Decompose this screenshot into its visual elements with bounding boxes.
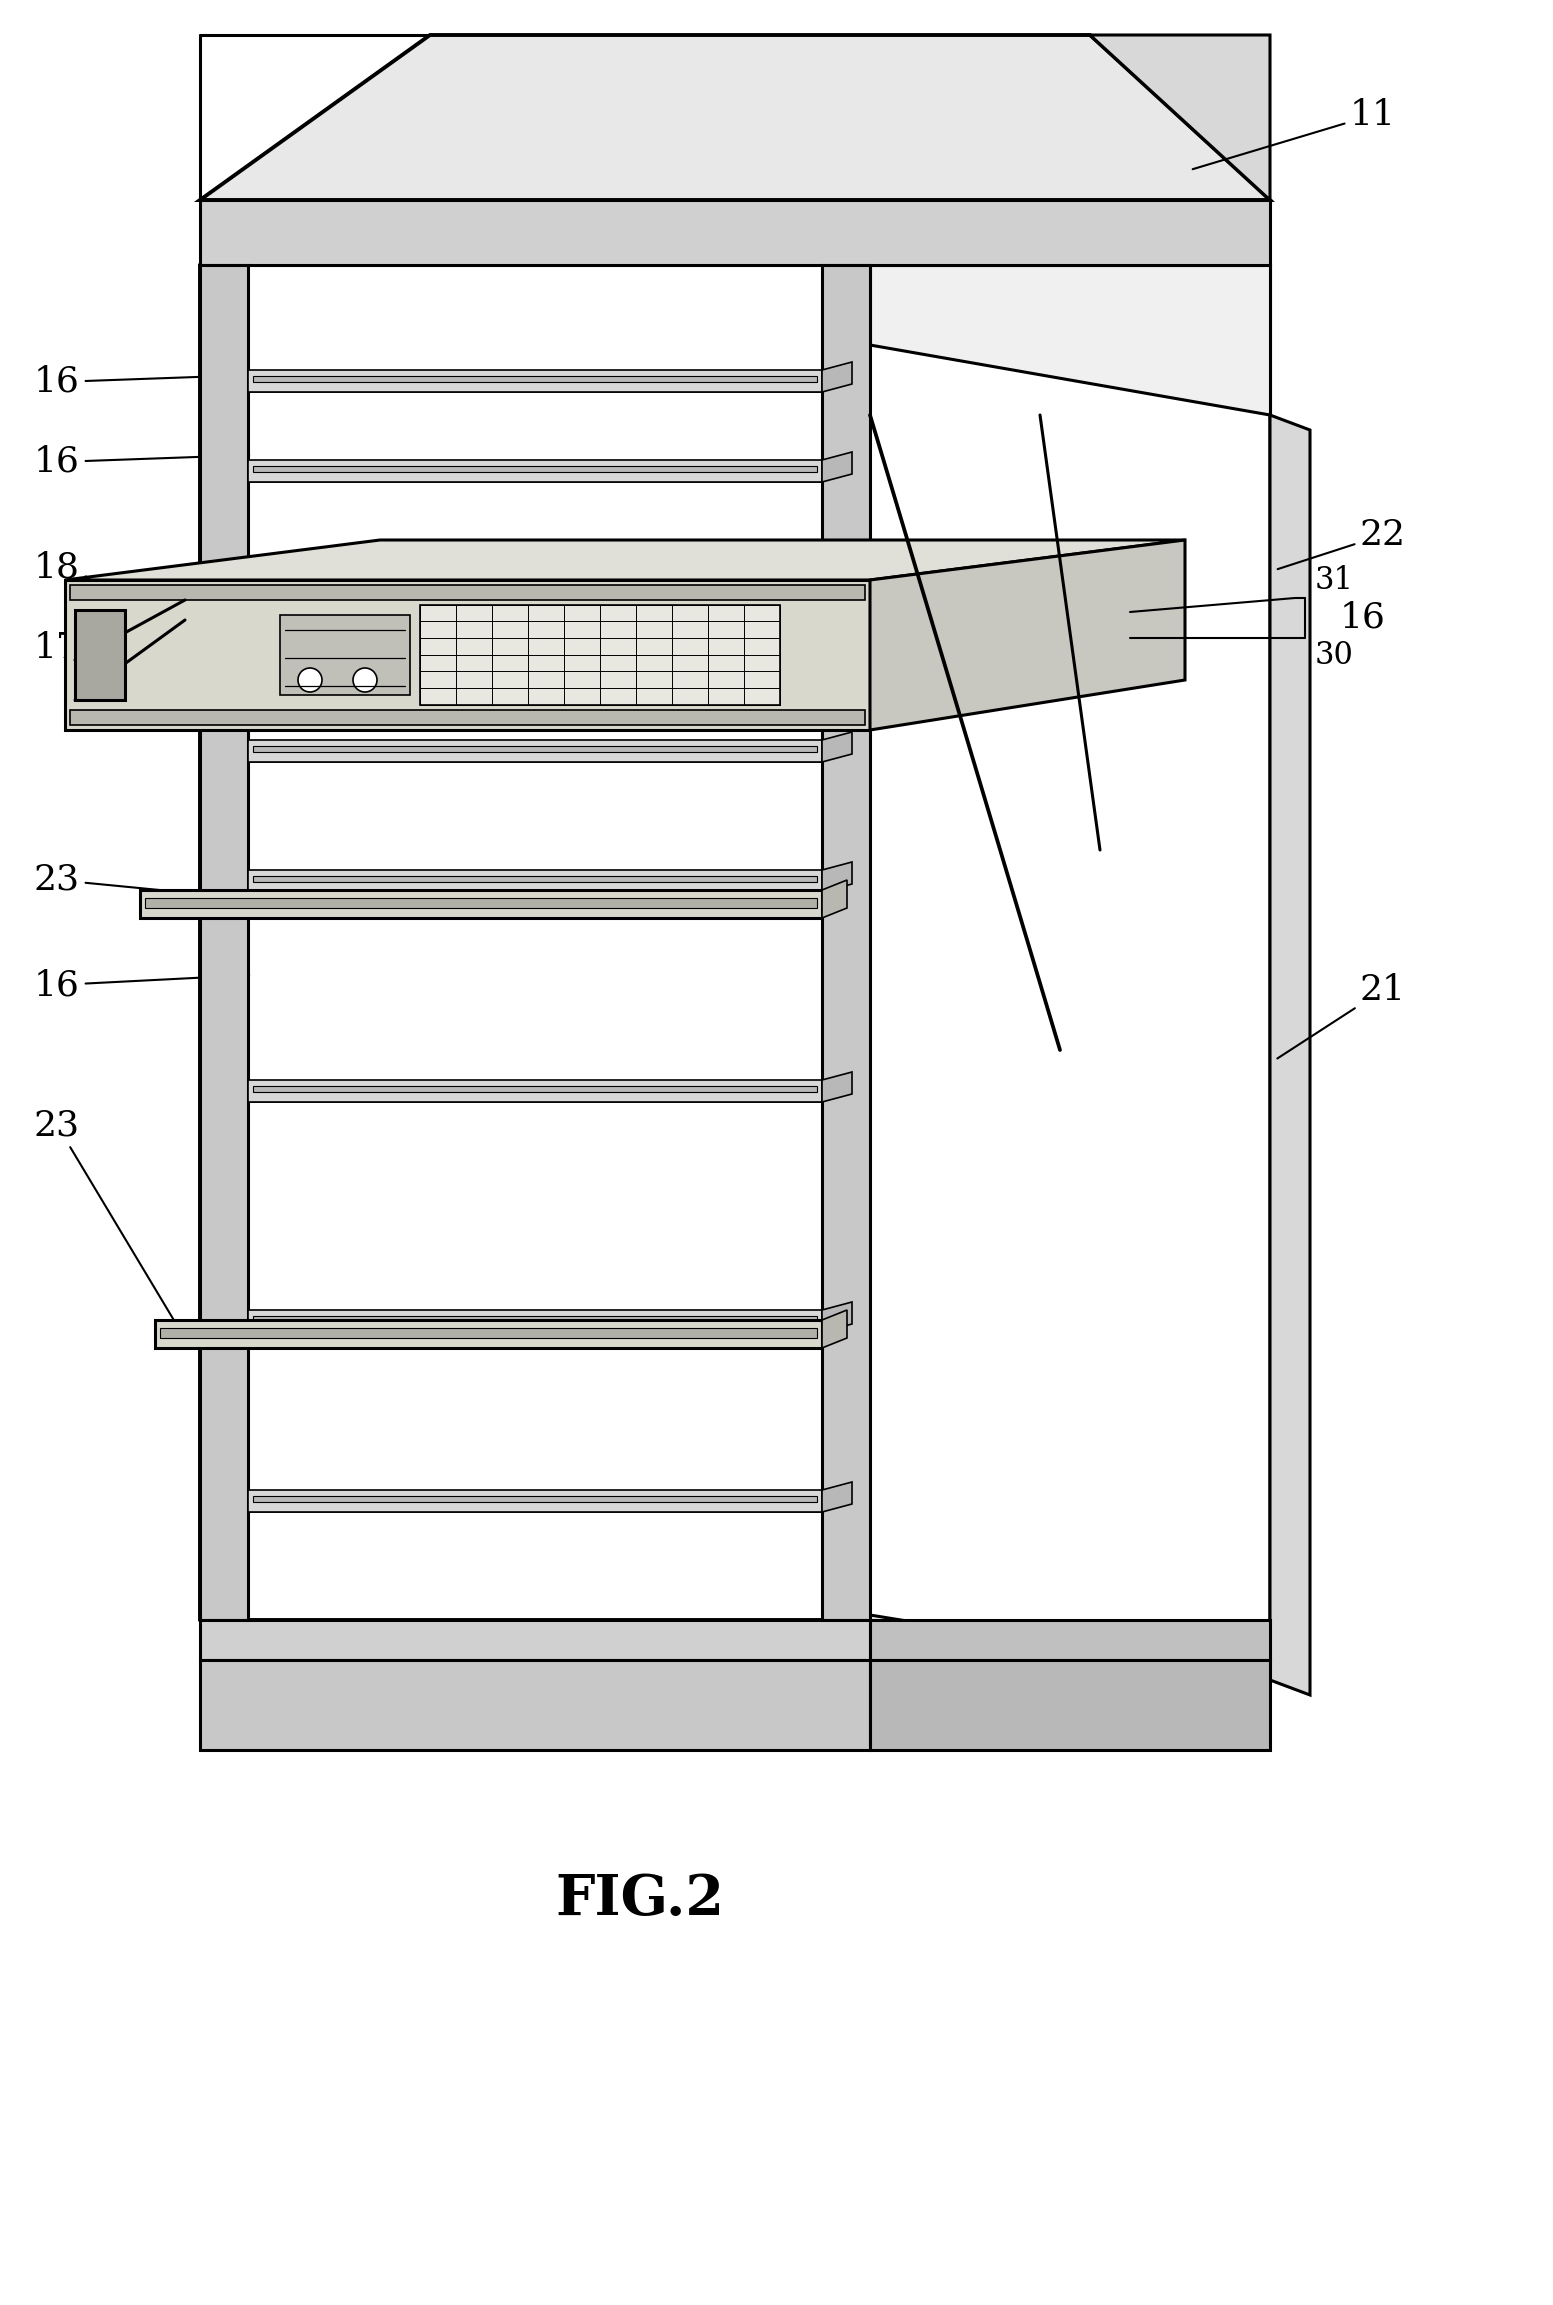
Text: 16: 16 (34, 445, 248, 479)
Polygon shape (144, 899, 817, 908)
Text: 16: 16 (1340, 602, 1385, 634)
Text: 16: 16 (34, 968, 248, 1003)
Polygon shape (870, 539, 1185, 731)
Polygon shape (65, 539, 1185, 581)
Polygon shape (248, 1081, 822, 1102)
Polygon shape (870, 1660, 1270, 1749)
Polygon shape (140, 890, 822, 917)
Polygon shape (822, 881, 846, 917)
Polygon shape (65, 581, 870, 731)
Polygon shape (870, 265, 1270, 1620)
Text: 16: 16 (34, 364, 248, 399)
Polygon shape (248, 869, 822, 892)
Polygon shape (253, 466, 817, 473)
Polygon shape (253, 376, 817, 383)
Polygon shape (822, 733, 853, 763)
Text: FIG.2: FIG.2 (556, 1872, 725, 1927)
Polygon shape (200, 201, 1270, 265)
Text: 23: 23 (34, 862, 177, 897)
Polygon shape (248, 740, 822, 763)
Polygon shape (70, 710, 865, 726)
Polygon shape (253, 876, 817, 883)
Polygon shape (253, 747, 817, 751)
Polygon shape (253, 1496, 817, 1503)
Polygon shape (155, 1321, 822, 1348)
Polygon shape (822, 1309, 846, 1348)
Polygon shape (248, 265, 870, 1620)
Polygon shape (253, 1316, 817, 1323)
Polygon shape (248, 1309, 822, 1332)
Polygon shape (200, 35, 1270, 201)
Text: 30: 30 (1315, 641, 1354, 671)
Polygon shape (200, 1620, 870, 1660)
Polygon shape (822, 862, 853, 892)
Polygon shape (1270, 415, 1311, 1694)
Polygon shape (253, 1086, 817, 1093)
Polygon shape (248, 371, 822, 392)
Text: 23: 23 (34, 1109, 174, 1321)
Circle shape (353, 668, 377, 692)
Polygon shape (70, 585, 865, 599)
Text: 31: 31 (1315, 565, 1354, 597)
Text: 22: 22 (1278, 519, 1405, 569)
Polygon shape (248, 1489, 822, 1512)
Text: 11: 11 (1193, 99, 1396, 168)
Polygon shape (160, 1328, 817, 1337)
Polygon shape (200, 1660, 870, 1749)
Polygon shape (870, 346, 1270, 1680)
Circle shape (298, 668, 321, 692)
Polygon shape (822, 1072, 853, 1102)
Polygon shape (822, 1482, 853, 1512)
Polygon shape (822, 362, 853, 392)
Polygon shape (200, 265, 248, 1620)
Polygon shape (870, 1620, 1270, 1660)
Polygon shape (870, 265, 1270, 1620)
Text: 17: 17 (34, 632, 177, 680)
Polygon shape (280, 615, 410, 696)
Polygon shape (822, 1302, 853, 1332)
Polygon shape (248, 461, 822, 482)
Polygon shape (419, 604, 780, 705)
Polygon shape (75, 611, 124, 701)
Polygon shape (822, 452, 853, 482)
Polygon shape (1090, 35, 1270, 201)
Text: 18: 18 (34, 551, 163, 599)
Polygon shape (822, 265, 870, 1620)
Text: 21: 21 (1277, 973, 1405, 1058)
